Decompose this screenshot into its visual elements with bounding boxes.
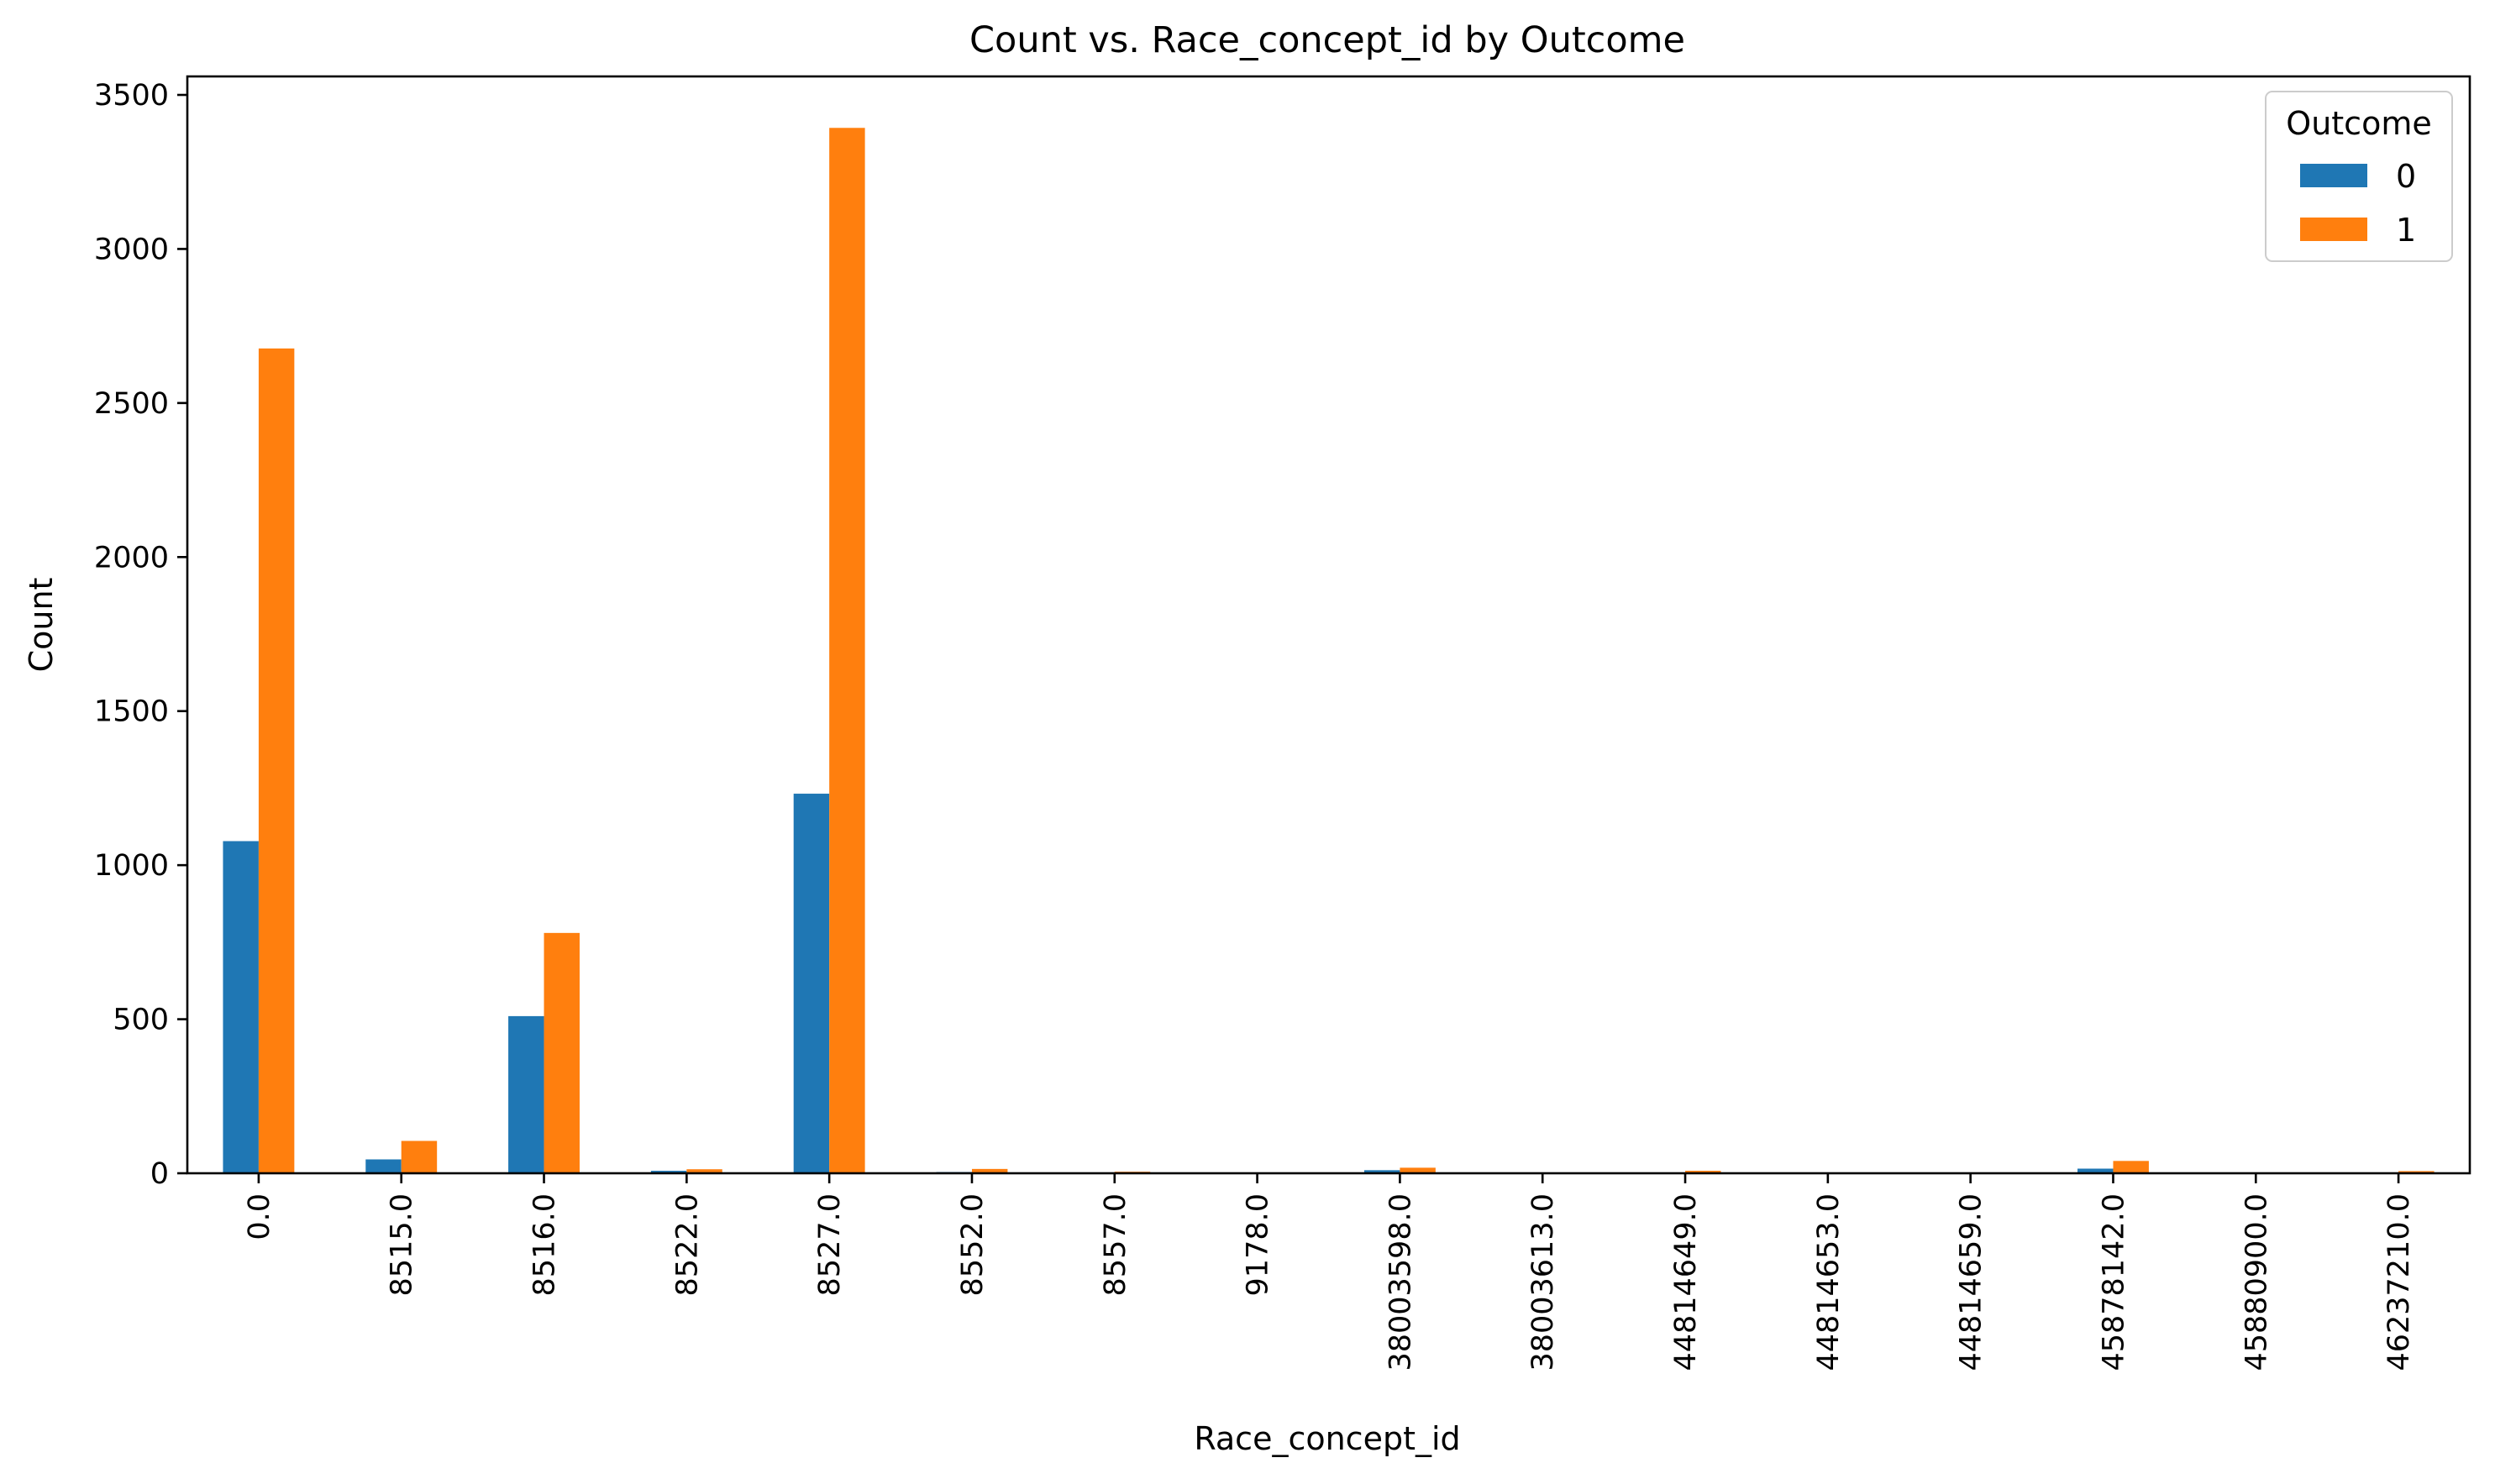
x-tick-label-8515.0: 8515.0 <box>386 1193 419 1296</box>
x-tick-label-44814649.0: 44814649.0 <box>1669 1193 1703 1371</box>
y-tick-label-2000: 2000 <box>94 541 169 574</box>
chart-title: Count vs. Race_concept_id by Outcome <box>969 19 1685 61</box>
legend: Outcome 0 1 <box>2265 91 2453 262</box>
y-tick-label-1500: 1500 <box>94 695 169 729</box>
legend-label-1: 1 <box>2396 212 2416 249</box>
y-axis-label: Count <box>23 578 60 673</box>
y-tick-label-3000: 3000 <box>94 233 169 266</box>
bar-series-1-44814649.0 <box>1685 1171 1721 1173</box>
x-tick-label-44814653.0: 44814653.0 <box>1812 1193 1846 1371</box>
x-tick-label-8527.0: 8527.0 <box>813 1193 847 1296</box>
x-tick-label-8522.0: 8522.0 <box>670 1193 704 1296</box>
y-tick-label-500: 500 <box>113 1004 169 1037</box>
y-tick-label-1000: 1000 <box>94 849 169 883</box>
x-tick-label-45880900.0: 45880900.0 <box>2240 1193 2273 1371</box>
bar-series-0-45878142.0 <box>2077 1168 2114 1173</box>
y-tick-label-3500: 3500 <box>94 79 169 113</box>
bar-series-1-8516.0 <box>544 932 580 1173</box>
y-tick-label-2500: 2500 <box>94 387 169 421</box>
bar-series-0-8522.0 <box>650 1171 687 1173</box>
x-tick-label-8516.0: 8516.0 <box>528 1193 562 1296</box>
plot-frame <box>186 75 2471 1175</box>
x-tick-label-8557.0: 8557.0 <box>1099 1193 1132 1296</box>
x-tick-label-0.0: 0.0 <box>243 1193 276 1240</box>
bar-series-0-8515.0 <box>365 1159 402 1173</box>
x-tick-label-38003613.0: 38003613.0 <box>1526 1193 1560 1371</box>
bar-series-1-45878142.0 <box>2113 1161 2149 1173</box>
x-tick-label-38003598.0: 38003598.0 <box>1384 1193 1417 1371</box>
legend-swatch-0 <box>2300 164 2367 187</box>
y-axis: 0 500 1000 1500 2000 2500 3000 3500 <box>94 79 187 1191</box>
x-tick-label-9178.0: 9178.0 <box>1242 1193 1275 1296</box>
bars-group <box>223 128 2435 1173</box>
bar-series-1-8522.0 <box>686 1169 722 1173</box>
bar-series-1-8515.0 <box>401 1141 438 1173</box>
bar-series-0-0.0 <box>223 841 259 1173</box>
x-axis: 0.0 8515.0 8516.0 8522.0 8527.0 8552.0 8557.0 9… <box>243 1173 2416 1371</box>
x-tick-label-8552.0: 8552.0 <box>956 1193 990 1296</box>
x-tick-label-44814659.0: 44814659.0 <box>1955 1193 1988 1371</box>
bar-series-0-38003598.0 <box>1363 1170 1400 1173</box>
bar-series-1-38003598.0 <box>1400 1167 1436 1173</box>
x-tick-label-45878142.0: 45878142.0 <box>2097 1193 2130 1371</box>
bar-series-1-8527.0 <box>829 128 865 1173</box>
bar-series-0-8516.0 <box>508 1015 544 1173</box>
x-axis-label: Race_concept_id <box>1194 1420 1460 1457</box>
legend-title: Outcome <box>2286 105 2431 142</box>
legend-swatch-1 <box>2300 218 2367 241</box>
legend-label-0: 0 <box>2396 158 2416 195</box>
x-tick-label-46237210.0: 46237210.0 <box>2382 1193 2416 1371</box>
bar-series-0-8527.0 <box>793 794 830 1173</box>
y-tick-label-0: 0 <box>150 1157 169 1191</box>
bar-series-1-8552.0 <box>971 1168 1008 1173</box>
bar-series-1-0.0 <box>258 348 295 1173</box>
